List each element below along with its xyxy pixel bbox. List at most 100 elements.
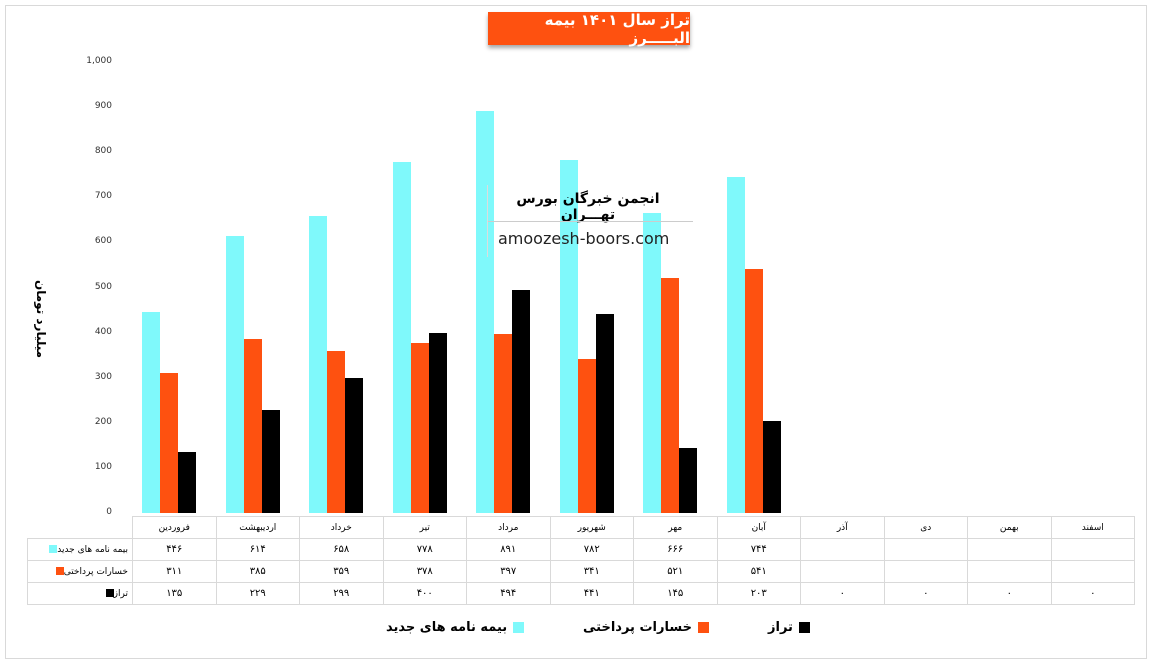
category-label: تیر [382,516,467,539]
y-tick-label: 200 [94,416,112,427]
data-label: ۱۳۵ [132,582,217,605]
bar-2-2 [345,378,363,513]
chart-frame [5,5,1147,659]
series-name: بیمه نامه های جدید [57,544,128,555]
legend-item: تراز [768,620,810,635]
category-label: آذر [800,516,885,539]
bar-2-1 [261,409,280,513]
bar-2-4 [512,290,530,513]
data-label: ۳۷۸ [382,560,467,583]
category-label: مهر [633,516,718,539]
category-label: خرداد [299,516,384,539]
bar-0-1 [225,236,244,513]
y-axis-label: میلیارد تومان [34,280,48,359]
category-label: فروردین [132,516,217,539]
data-label: ۶۱۴ [215,538,300,561]
category-label: بهمن [967,516,1052,539]
legend-swatch [105,589,114,597]
legend-label: خسارات پرداختی [583,620,692,635]
legend-label: بیمه نامه های جدید [386,620,508,635]
y-tick-label: 700 [94,191,112,202]
bar-0-0 [142,311,160,513]
bar-1-1 [243,339,262,513]
category-label: مرداد [466,516,551,539]
bar-1-5 [577,359,596,513]
y-tick-label: 100 [94,461,112,472]
category-label: دی [883,516,968,539]
y-tick-label: 300 [94,371,112,382]
data-label: ۷۸۲ [549,538,634,561]
bar-2-3 [428,332,447,513]
data-label: ۲۹۹ [299,582,384,605]
bar-0-7 [726,177,745,513]
bar-0-4 [476,111,494,513]
watermark: انجمن خبرگان بورس تهـــران amoozesh-boor… [487,185,693,257]
data-label: ۵۲۱ [633,560,718,583]
series-name: خسارات پرداختی [63,566,128,577]
data-label: ۷۷۸ [382,538,467,561]
data-label: ۰ [1050,582,1135,605]
watermark-title: انجمن خبرگان بورس تهـــران [516,191,660,223]
data-label: ۸۹۱ [466,538,551,561]
bar-0-3 [392,162,411,513]
data-label [1050,538,1135,561]
chart-title: تراز سال ۱۴۰۱ بیمه البـــــرز [488,11,690,47]
legend-item: خسارات پرداختی [583,620,709,635]
data-label: ۶۶۶ [633,538,718,561]
data-table: فروردین اردیبهشت خرداد تیر مرداد شهریور مهر آبا… [27,516,1135,605]
bar-2-7 [762,421,781,513]
legend-item: بیمه نامه های جدید [386,620,525,635]
legend-swatch [697,622,709,633]
data-label: ۷۴۴ [716,538,801,561]
watermark-url: amoozesh-boors.com [498,229,670,248]
data-label [800,560,885,583]
data-label: ۴۴۶ [132,538,217,561]
legend-swatch [513,622,525,633]
bar-1-2 [327,351,345,513]
bar-2-6 [679,447,697,513]
bar-1-0 [160,372,178,513]
data-label: ۳۱۱ [132,560,217,583]
data-label: ۳۹۷ [466,560,551,583]
series-name: تراز [113,588,128,599]
data-label: ۴۹۴ [466,582,551,605]
data-label: ۱۴۵ [633,582,718,605]
legend-swatch [798,622,810,633]
bar-1-6 [661,278,679,513]
y-tick-label: 0 [106,507,112,517]
data-label [967,560,1052,583]
category-label: اسفند [1050,516,1135,539]
bar-1-4 [494,333,512,513]
series-label: تراز [27,582,133,605]
y-tick-label: 600 [94,236,112,247]
y-tick-label: 400 [94,326,112,337]
bar-0-5 [559,160,578,513]
bar-0-2 [309,216,327,513]
data-label [883,560,968,583]
bar-1-3 [410,342,429,513]
y-tick-label: 900 [94,101,112,112]
data-label: ۳۸۵ [215,560,300,583]
data-label [1050,560,1135,583]
bar-0-6 [643,212,661,513]
bar-2-0 [178,452,196,513]
data-label: ۳۴۱ [549,560,634,583]
data-label: ۴۴۱ [549,582,634,605]
series-label: خسارات پرداختی [27,560,133,583]
data-label: ۲۰۳ [716,582,801,605]
data-label: ۰ [967,582,1052,605]
y-tick-label: 800 [94,146,112,157]
category-label: آبان [716,516,801,539]
data-label: ۶۵۸ [299,538,384,561]
series-label: بیمه نامه های جدید [27,538,133,561]
data-label: ۴۰۰ [382,582,467,605]
data-label [967,538,1052,561]
data-label: ۳۵۹ [299,560,384,583]
data-label [883,538,968,561]
data-label: ۰ [883,582,968,605]
category-label: شهریور [549,516,634,539]
data-label: ۲۲۹ [215,582,300,605]
legend-label: تراز [768,620,793,635]
data-label [800,538,885,561]
